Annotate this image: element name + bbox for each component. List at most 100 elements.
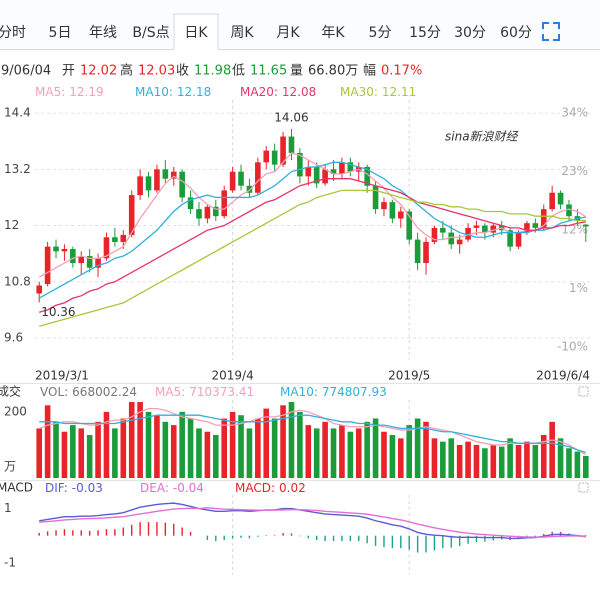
volume-bar — [414, 418, 421, 478]
y2-tick-label: 23% — [561, 164, 588, 178]
info-label: 量 — [290, 64, 303, 79]
y-tick-label: 1 — [4, 501, 12, 515]
legend-entry: VOL: 668002.24 — [40, 385, 137, 399]
candle-body — [339, 162, 345, 175]
volume-bar — [271, 418, 278, 478]
candle-body — [582, 224, 589, 227]
legend-value: 12.18 — [177, 85, 211, 99]
macd-bar — [324, 535, 326, 542]
macd-bar — [299, 535, 301, 537]
candle-body — [507, 230, 513, 247]
volume-bar — [355, 428, 362, 478]
volume-bar — [128, 401, 135, 478]
x-tick-label: 2019/3/1 — [35, 369, 89, 383]
volume-bar — [381, 431, 387, 478]
tab[interactable]: 周K — [230, 25, 254, 41]
volume-bar — [154, 415, 160, 478]
panel-title: 成交 — [0, 384, 21, 399]
max-annotation: 14.06 — [274, 111, 308, 125]
tab[interactable]: 日K — [184, 25, 208, 41]
macd-bar — [551, 531, 553, 536]
legend-name: MA5: — [155, 385, 185, 399]
volume-ma-line — [39, 414, 586, 454]
candle-body — [297, 152, 303, 177]
candle-body — [204, 206, 211, 219]
tab[interactable]: 年线 — [89, 25, 117, 41]
macd-bar — [341, 535, 343, 542]
panel-settings-icon[interactable] — [578, 386, 589, 397]
legend-value: 774807.93 — [322, 385, 387, 399]
legend-entry: MA5: 12.19 — [35, 85, 104, 99]
tab[interactable]: 30分 — [454, 25, 486, 41]
volume-bar — [187, 418, 194, 478]
legend-entry: MA5: 710373.41 — [155, 385, 254, 399]
x-tick-label: 2019/5 — [388, 369, 430, 383]
volume-bar — [246, 428, 253, 478]
candle-body — [330, 169, 337, 175]
macd-bar — [46, 531, 49, 536]
tab[interactable]: 5日 — [49, 25, 72, 41]
volume-bar — [322, 421, 328, 478]
info-label: 低 — [232, 64, 245, 79]
candle-body — [372, 185, 379, 210]
candle-body — [212, 206, 219, 217]
tab[interactable]: 5分 — [369, 25, 392, 41]
y-tick-label: 12 — [4, 218, 19, 232]
macd-bar — [215, 535, 217, 542]
macd-bar — [307, 535, 309, 539]
volume-ma-line — [38, 407, 587, 456]
volume-bar — [288, 401, 295, 478]
candle-body — [95, 258, 101, 268]
macd-bar — [543, 534, 545, 536]
volume-bar — [330, 428, 337, 478]
volume-bar — [137, 401, 143, 478]
macd-bar — [114, 529, 116, 536]
ma-line — [38, 152, 587, 278]
y-tick-label: 200 — [4, 404, 27, 418]
macd-line — [39, 502, 586, 540]
volume-bar — [339, 425, 345, 478]
info-value: 12.03 — [138, 64, 175, 79]
candle-body — [397, 211, 404, 219]
volume-bar — [204, 431, 211, 478]
candle-body — [414, 239, 421, 264]
volume-bar — [238, 415, 244, 478]
volume-bar — [53, 421, 59, 478]
macd-bar — [122, 527, 124, 536]
volume-bar — [179, 411, 185, 478]
candle-body — [187, 197, 194, 210]
tab[interactable]: 月K — [276, 25, 300, 41]
tab[interactable]: 60分 — [500, 25, 532, 41]
legend-name: VOL: — [40, 385, 68, 399]
tab[interactable]: 15分 — [409, 25, 441, 41]
volume-bar — [212, 435, 219, 478]
macd-bar — [282, 532, 284, 536]
volume-bar — [44, 405, 51, 478]
legend-value: 668002.24 — [72, 385, 137, 399]
macd-bar — [383, 535, 385, 548]
fullscreen-icon[interactable] — [542, 22, 560, 41]
macd-bar — [38, 532, 40, 536]
candle-body — [448, 232, 455, 245]
volume-bar — [297, 411, 303, 478]
volume-bar — [255, 418, 261, 478]
macd-bar — [156, 522, 158, 536]
candle-body — [456, 239, 463, 245]
panel-title: MACD — [0, 481, 33, 495]
legend-name: DEA: — [140, 481, 169, 495]
macd-bar — [223, 535, 225, 541]
legend-value: -0.03 — [72, 481, 103, 495]
tab[interactable]: B/S点 — [132, 25, 169, 41]
legend-value: 0.02 — [279, 481, 306, 495]
tab[interactable]: 分时 — [0, 25, 26, 41]
candle-body — [44, 246, 51, 285]
macd-bar — [349, 535, 352, 542]
tab[interactable]: 年K — [321, 25, 345, 41]
y2-tick-label: 34% — [561, 105, 588, 119]
candle-body — [381, 202, 387, 210]
macd-bar — [164, 522, 167, 536]
panel-settings-icon[interactable] — [578, 482, 589, 493]
volume-bar — [566, 448, 572, 478]
legend-value: 12.08 — [282, 85, 316, 99]
